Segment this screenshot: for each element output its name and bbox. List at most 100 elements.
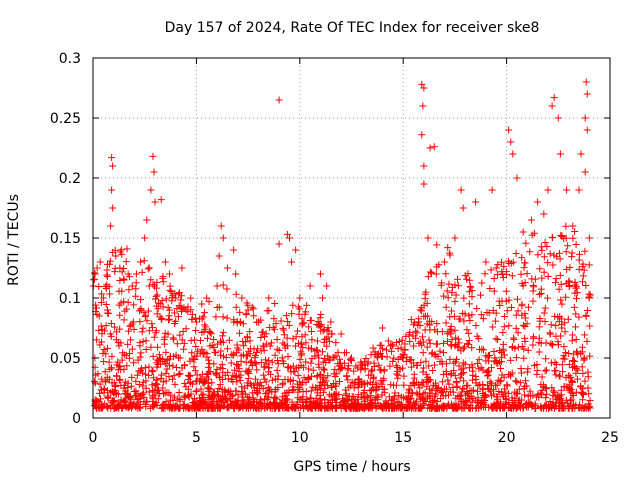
data-point — [413, 329, 421, 337]
data-point — [529, 297, 537, 305]
chart-title: Day 157 of 2024, Rate Of TEC Index for r… — [165, 20, 540, 36]
data-point — [260, 346, 268, 354]
data-point — [580, 355, 588, 363]
data-point — [347, 382, 355, 390]
data-point — [104, 272, 112, 280]
data-point — [455, 343, 463, 351]
data-point — [441, 258, 449, 266]
data-point — [412, 327, 420, 335]
data-point — [301, 331, 309, 339]
data-point — [520, 354, 528, 362]
data-point — [540, 210, 548, 218]
data-point — [410, 321, 418, 329]
data-point — [193, 387, 201, 395]
data-point — [550, 388, 558, 396]
data-point — [538, 387, 546, 395]
data-point — [327, 318, 335, 326]
data-point — [549, 387, 557, 395]
data-point — [487, 387, 495, 395]
data-point — [540, 253, 548, 261]
data-point — [451, 326, 459, 334]
data-point — [443, 287, 451, 295]
data-point — [121, 307, 129, 315]
data-point — [560, 343, 568, 351]
data-point — [109, 162, 117, 170]
data-point — [400, 372, 408, 380]
data-point — [454, 335, 462, 343]
data-point — [169, 362, 177, 370]
data-point — [251, 359, 259, 367]
data-point — [239, 389, 247, 397]
data-point — [439, 339, 447, 347]
data-point — [375, 361, 383, 369]
y-tick-label: 0.05 — [50, 351, 81, 367]
data-point — [564, 315, 572, 323]
data-point — [421, 326, 429, 334]
data-point — [132, 393, 140, 401]
data-point — [315, 354, 323, 362]
data-point — [321, 402, 329, 410]
data-point — [275, 402, 283, 410]
data-point — [203, 294, 211, 302]
data-point — [520, 404, 528, 412]
data-point — [514, 329, 522, 337]
data-point — [233, 360, 241, 368]
data-point — [127, 336, 135, 344]
data-point — [394, 355, 402, 363]
data-point — [397, 400, 405, 408]
data-point — [579, 278, 587, 286]
data-point — [254, 388, 262, 396]
data-point — [165, 315, 173, 323]
data-point — [264, 393, 272, 401]
data-point — [326, 404, 334, 412]
data-point — [325, 337, 333, 345]
data-point — [541, 304, 549, 312]
data-point — [575, 186, 583, 194]
data-point — [315, 363, 323, 371]
data-point — [324, 372, 332, 380]
data-point — [116, 264, 124, 272]
data-point — [498, 353, 506, 361]
data-point — [434, 353, 442, 361]
data-point — [303, 395, 311, 403]
data-point — [99, 294, 107, 302]
data-point — [254, 318, 262, 326]
data-point — [570, 357, 578, 365]
data-point — [556, 372, 564, 380]
data-point — [528, 231, 536, 239]
data-point — [442, 392, 450, 400]
data-point — [579, 260, 587, 268]
data-point — [583, 126, 591, 134]
data-point — [514, 343, 522, 351]
x-tick-label: 0 — [89, 430, 98, 446]
data-point — [227, 400, 235, 408]
data-point — [586, 322, 594, 330]
data-point — [269, 399, 277, 407]
data-point — [98, 290, 106, 298]
data-point — [277, 317, 285, 325]
data-point — [109, 248, 117, 256]
data-point — [113, 328, 121, 336]
data-point — [387, 347, 395, 355]
data-point — [381, 401, 389, 409]
data-point — [443, 402, 451, 410]
data-point — [430, 381, 438, 389]
data-point — [406, 394, 414, 402]
data-point — [316, 314, 324, 322]
data-point — [121, 378, 129, 386]
data-point — [454, 275, 461, 283]
data-point — [271, 351, 279, 359]
data-point — [219, 328, 227, 336]
data-point — [162, 398, 170, 406]
data-point — [103, 386, 111, 394]
data-point — [486, 284, 494, 292]
data-point — [424, 273, 432, 281]
data-point — [106, 365, 114, 373]
data-point — [557, 231, 565, 239]
data-point — [517, 379, 525, 387]
data-point — [279, 379, 287, 387]
data-point — [158, 297, 166, 305]
data-point — [479, 389, 487, 397]
data-point — [474, 387, 482, 395]
data-point — [453, 382, 461, 390]
